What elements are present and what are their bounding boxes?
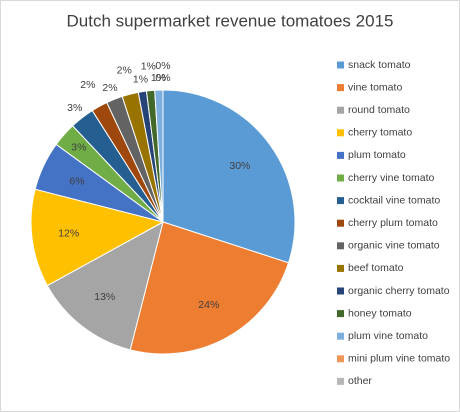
data-label: 30% <box>229 160 250 172</box>
data-label: 12% <box>58 228 79 240</box>
data-label: 2% <box>80 79 95 91</box>
data-label: 2% <box>102 82 117 94</box>
legend-swatch <box>337 197 344 205</box>
legend-label: other <box>348 375 372 387</box>
data-label: 3% <box>67 102 82 114</box>
legend-swatch <box>337 377 344 385</box>
legend-label: vine tomato <box>348 81 402 93</box>
legend-swatch <box>337 174 344 182</box>
legend-label: organic vine tomato <box>348 240 440 252</box>
pie-slice <box>162 89 296 264</box>
legend-label: honey tomato <box>348 307 412 319</box>
legend-label: cherry tomato <box>348 127 412 139</box>
legend-label: cherry plum tomato <box>348 217 438 229</box>
legend-swatch <box>337 84 344 92</box>
data-label: 1% <box>133 74 148 86</box>
legend-label: cherry vine tomato <box>348 172 435 184</box>
legend-swatch <box>337 219 344 227</box>
legend-label: round tomato <box>348 104 410 116</box>
data-label: 13% <box>94 291 115 303</box>
chart-title: Dutch supermarket revenue tomatoes 2015 <box>67 11 394 30</box>
legend-swatch <box>337 151 344 159</box>
legend-swatch <box>337 310 344 318</box>
legend-label: plum tomato <box>348 149 406 161</box>
data-label: 2% <box>117 65 132 77</box>
pie-slice <box>129 221 290 355</box>
legend-swatch <box>337 106 344 114</box>
pie-slice <box>30 188 165 287</box>
pie-slice <box>46 221 164 351</box>
data-label: 0% <box>155 60 170 72</box>
legend-label: snack tomato <box>348 59 411 71</box>
data-label: 1% <box>141 60 156 72</box>
legend-label: cocktail vine tomato <box>348 194 440 206</box>
data-label: 1% <box>151 72 166 84</box>
data-label: 3% <box>71 142 86 154</box>
legend-label: beef tomato <box>348 262 404 274</box>
data-label: 24% <box>198 299 219 311</box>
legend-label: mini plum vine tomato <box>348 353 450 365</box>
legend-swatch <box>337 264 344 272</box>
legend-label: organic cherry tomato <box>348 285 450 297</box>
data-label: 0% <box>155 72 170 84</box>
data-label: 6% <box>69 175 84 187</box>
legend-swatch <box>337 332 344 340</box>
legend-swatch <box>337 242 344 250</box>
legend-swatch <box>337 129 344 137</box>
legend-swatch <box>337 287 344 295</box>
legend-swatch <box>337 61 344 69</box>
legend-swatch <box>337 355 344 363</box>
legend-label: plum vine tomato <box>348 330 428 342</box>
